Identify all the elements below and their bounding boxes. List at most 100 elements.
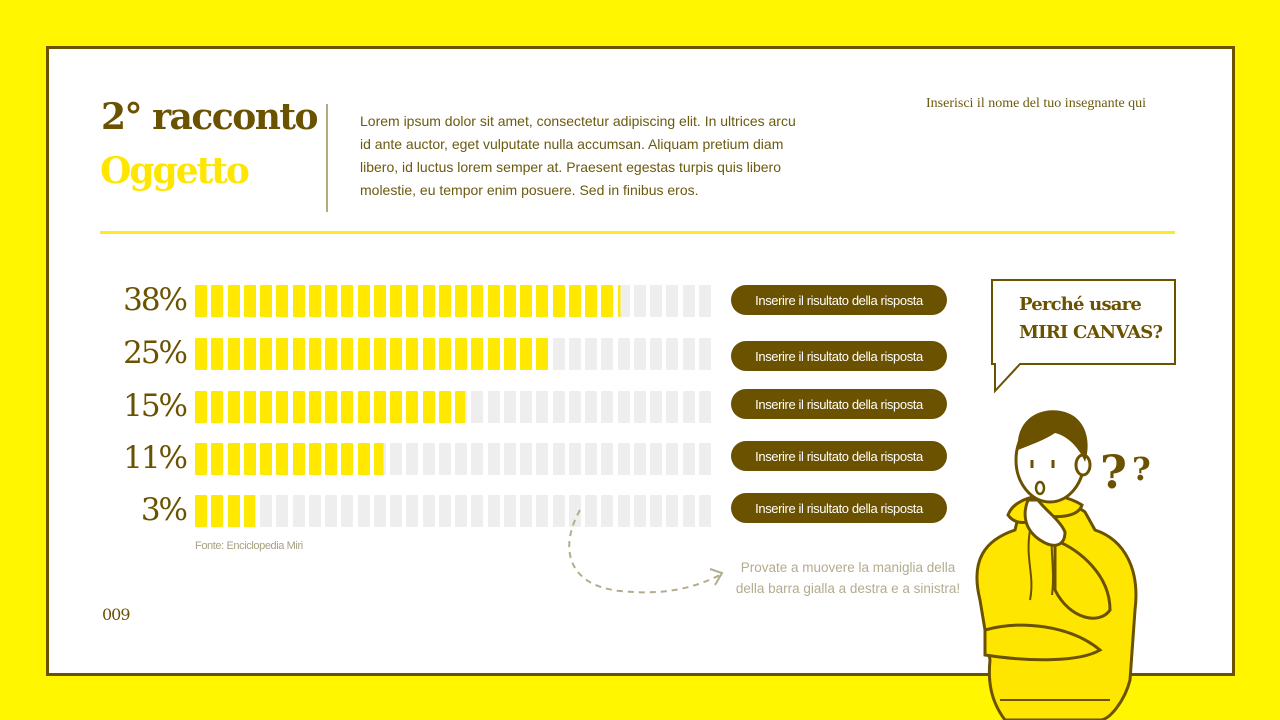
bar-segment <box>471 443 484 475</box>
bar-segment <box>536 391 549 423</box>
title-subject: Oggetto <box>100 150 250 192</box>
bar-segment <box>585 443 597 475</box>
bar-segment <box>455 443 467 475</box>
bar-segment <box>227 495 240 527</box>
bar-segment <box>471 495 484 527</box>
bar-segment <box>650 391 662 423</box>
bar-segment <box>308 338 321 370</box>
bar-segment <box>601 285 614 317</box>
bar-segment <box>406 443 419 475</box>
bar-segment <box>292 495 305 527</box>
bar-segment <box>617 338 630 370</box>
bar-segment <box>325 338 337 370</box>
bar-segment <box>536 285 549 317</box>
bar-segment <box>536 495 549 527</box>
bar-segment <box>373 495 386 527</box>
header-rule <box>100 231 1175 234</box>
bar-segment <box>325 495 337 527</box>
bar-segment <box>698 443 711 475</box>
bar-segment <box>666 443 679 475</box>
bar-segment <box>666 495 679 527</box>
hint-line-2: della barra gialla a destra e a sinistra… <box>735 581 961 596</box>
bar-segment <box>357 338 370 370</box>
bar-segment <box>552 338 565 370</box>
bar-segment <box>633 391 646 423</box>
percent-label: 38% <box>123 282 188 318</box>
bar-segment <box>682 285 695 317</box>
bar-segment <box>487 495 500 527</box>
bar-segment <box>227 391 240 423</box>
answer-pill[interactable]: Inserire il risultato della risposta <box>731 285 947 315</box>
bar-segment <box>357 391 370 423</box>
answer-pill[interactable]: Inserire il risultato della risposta <box>731 389 947 419</box>
thinking-person-illustration: ? ? <box>975 410 1151 720</box>
bar-segment <box>698 285 711 317</box>
dashed-arrow-icon <box>568 509 724 594</box>
hint-line-1: Provate a muovere la maniglia della <box>740 560 956 575</box>
bar-segment <box>308 391 321 423</box>
answer-pill[interactable]: Inserire il risultato della risposta <box>731 493 947 523</box>
segmented-bar[interactable] <box>195 285 715 317</box>
bar-segment <box>292 285 305 317</box>
bar-segment <box>260 391 272 423</box>
bar-segment <box>520 443 532 475</box>
bar-segment <box>390 285 402 317</box>
bar-segment <box>373 443 386 475</box>
bar-segment <box>503 495 516 527</box>
answer-pill[interactable]: Inserire il risultato della risposta <box>731 441 947 471</box>
bar-segment <box>390 338 402 370</box>
bar-segment <box>650 285 662 317</box>
bar-segment <box>617 443 630 475</box>
bar-segment <box>438 285 451 317</box>
bar-segment <box>455 285 467 317</box>
segmented-bar[interactable] <box>195 338 715 370</box>
percent-label: 11% <box>123 440 188 476</box>
bar-segment <box>682 338 695 370</box>
teacher-name[interactable]: Inserisci il nome del tuo insegnante qui <box>926 96 1147 111</box>
bar-segment <box>243 443 256 475</box>
bar-segment <box>422 338 435 370</box>
segmented-bar[interactable] <box>195 443 715 475</box>
bar-segment <box>276 338 289 370</box>
bar-segment <box>406 391 419 423</box>
percent-label: 3% <box>140 492 188 528</box>
bar-segment <box>585 495 597 527</box>
percent-label: 15% <box>123 388 188 424</box>
bar-segment <box>357 495 370 527</box>
bar-segment <box>471 391 484 423</box>
bar-segment <box>552 443 565 475</box>
bar-segment <box>195 338 207 370</box>
bar-segment <box>227 443 240 475</box>
bar-segment <box>438 391 451 423</box>
bar-segment <box>276 391 289 423</box>
bar-segment <box>471 338 484 370</box>
bar-segment <box>682 443 695 475</box>
bar-segment <box>487 443 500 475</box>
bar-segment <box>390 443 402 475</box>
bar-segment <box>601 495 614 527</box>
bar-segment <box>243 285 256 317</box>
bar-segment <box>308 443 321 475</box>
bar-segment <box>325 443 337 475</box>
segmented-bar[interactable] <box>195 495 715 527</box>
bar-segment <box>682 391 695 423</box>
percent-label: 25% <box>123 335 188 371</box>
bar-segment <box>520 495 532 527</box>
bar-segment <box>276 285 289 317</box>
bar-segment <box>633 443 646 475</box>
bar-segment <box>308 285 321 317</box>
bar-segment <box>568 443 581 475</box>
bar-segment <box>601 391 614 423</box>
bar-segment <box>390 495 402 527</box>
bar-segment <box>487 338 500 370</box>
bar-segment <box>585 285 597 317</box>
intro-paragraph: Lorem ipsum dolor sit amet, consectetur … <box>360 113 796 198</box>
bar-segment <box>666 338 679 370</box>
segmented-bar[interactable] <box>195 391 715 423</box>
answer-pill[interactable]: Inserire il risultato della risposta <box>731 341 947 371</box>
bar-segment <box>633 495 646 527</box>
bar-segment <box>357 285 370 317</box>
bar-segment <box>455 391 467 423</box>
bar-segment <box>536 338 549 370</box>
bar-segment <box>438 495 451 527</box>
